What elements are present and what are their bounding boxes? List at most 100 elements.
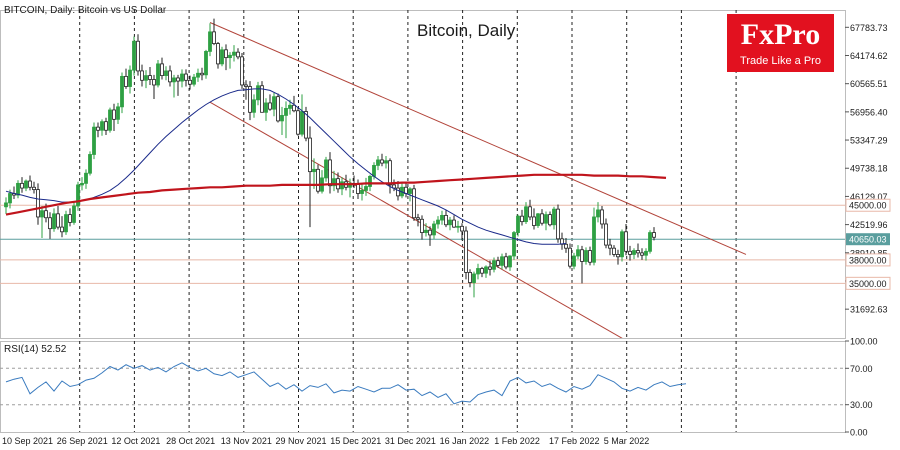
candle-body <box>376 159 380 166</box>
candle-body <box>264 102 268 113</box>
candle-body <box>512 232 516 257</box>
candle-body <box>316 168 320 192</box>
x-tick-label: 12 Oct 2021 <box>111 436 160 446</box>
candle-body <box>160 63 164 77</box>
candle-body <box>440 214 444 221</box>
x-tick-label: 26 Sep 2021 <box>57 436 108 446</box>
rsi-tick-label: 70.00 <box>850 364 873 374</box>
candle-body <box>568 247 572 267</box>
candle-body <box>72 205 76 223</box>
fxpro-brand: FxPro <box>740 18 821 51</box>
candle-body <box>520 215 524 223</box>
x-tick-label: 29 Nov 2021 <box>276 436 327 446</box>
candle-body <box>616 254 620 258</box>
candle-body <box>428 229 432 236</box>
candle-body <box>468 271 472 283</box>
fxpro-logo: FxPro Trade Like a Pro <box>727 14 834 72</box>
candle-body <box>296 110 300 135</box>
candle-body <box>24 180 28 189</box>
x-tick-label: 17 Feb 2022 <box>549 436 600 446</box>
candle-body <box>252 99 256 113</box>
candle-body <box>360 189 364 194</box>
symbol-label: BITCOIN, Daily: Bitcoin vs US Dollar <box>4 5 167 16</box>
x-tick-label: 1 Feb 2022 <box>494 436 540 446</box>
x-tick-label: 31 Dec 2021 <box>385 436 436 446</box>
candle-body <box>624 231 628 252</box>
level-badge-label: 35000.00 <box>849 279 887 289</box>
candle-body <box>408 188 412 194</box>
candle-body <box>164 70 168 76</box>
candle-body <box>372 165 376 177</box>
moving-averages <box>5 88 667 245</box>
channel-line <box>209 101 623 338</box>
rsi-path <box>5 362 687 405</box>
candle-body <box>584 250 588 262</box>
candle-body <box>456 225 460 228</box>
candle-body <box>228 54 232 59</box>
candle-body <box>240 56 244 86</box>
level-badge <box>845 276 891 290</box>
candle-body <box>172 77 176 83</box>
candle-body <box>576 249 580 257</box>
candle-body <box>244 84 248 87</box>
level-badge <box>845 198 891 212</box>
candle-body <box>516 215 520 233</box>
candle-body <box>484 266 488 274</box>
candle-body <box>60 226 64 233</box>
rsi-levels <box>0 367 845 406</box>
candle-body <box>272 96 276 110</box>
level-badge-label: 45000.00 <box>849 201 887 211</box>
candle-body <box>64 214 68 233</box>
candle-body <box>396 187 400 197</box>
vertical-gridlines <box>79 10 737 432</box>
candle-body <box>620 231 624 258</box>
main-plot-frame <box>0 10 846 339</box>
candle-body <box>84 172 88 184</box>
candle-body <box>636 250 640 254</box>
candle-body <box>652 232 656 238</box>
candle-body <box>304 111 308 139</box>
candle-body <box>332 178 336 187</box>
candle-body <box>124 75 128 87</box>
ma-long-line <box>5 173 667 216</box>
candle-body <box>168 70 172 83</box>
candle-body <box>580 249 584 262</box>
candle-body <box>532 216 536 226</box>
price-axis: 67783.73 64174.62 60565.51 56956.40 53347.29… <box>845 23 891 315</box>
candle-body <box>328 159 332 187</box>
candle-body <box>596 209 600 218</box>
candle-body <box>460 225 464 232</box>
candle-body <box>644 250 648 256</box>
candle-body <box>564 243 568 249</box>
candle-body <box>256 85 260 101</box>
y-tick-label: 31692.63 <box>850 305 888 315</box>
candle-body <box>136 40 140 72</box>
candle-body <box>600 209 604 225</box>
candle-body <box>476 268 480 275</box>
candle-body <box>464 230 468 273</box>
candle-body <box>556 208 560 240</box>
candle-body <box>192 76 196 85</box>
candle-body <box>8 193 12 204</box>
candle-body <box>116 106 120 120</box>
level-badge-label: 38000.00 <box>849 255 887 265</box>
rsi-tick-label: 30.00 <box>850 400 873 410</box>
candle-body <box>120 75 124 108</box>
candle-body <box>324 159 328 179</box>
candle-body <box>524 206 528 223</box>
x-tick-label: 15 Dec 2021 <box>330 436 381 446</box>
candle-body <box>444 214 448 226</box>
candle-body <box>508 255 512 268</box>
rsi-tick-label: 100.00 <box>850 337 878 347</box>
candle-body <box>488 266 492 270</box>
candle-body <box>176 77 180 82</box>
x-tick-label: 10 Sep 2021 <box>2 436 53 446</box>
candle-body <box>96 126 100 131</box>
candle-body <box>280 115 284 122</box>
candle-body <box>248 86 252 113</box>
candle-body <box>36 189 40 218</box>
candle-body <box>56 213 60 228</box>
candle-body <box>436 219 440 225</box>
candle-body <box>4 202 8 208</box>
